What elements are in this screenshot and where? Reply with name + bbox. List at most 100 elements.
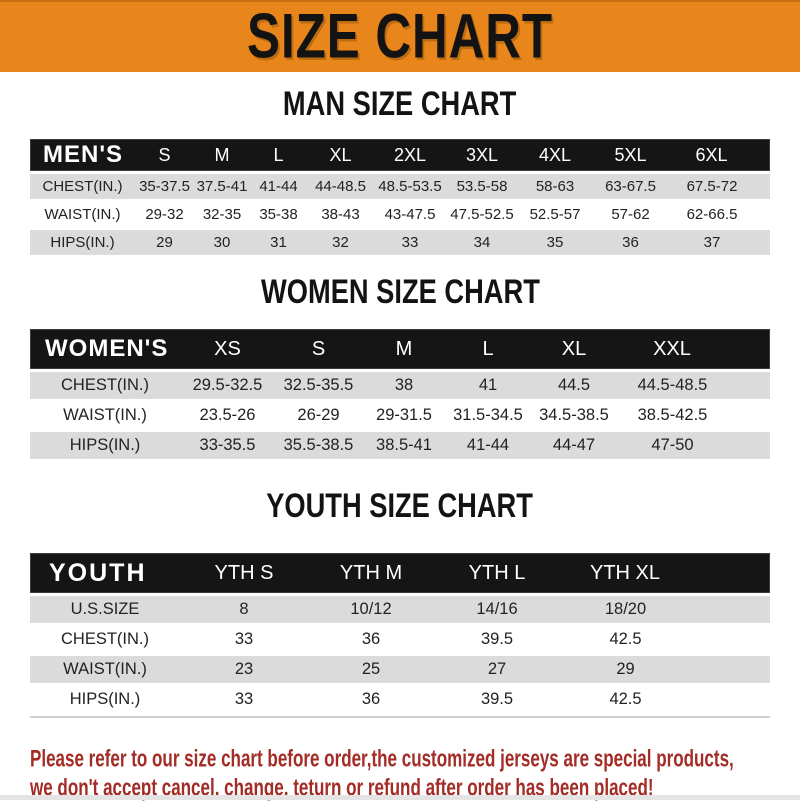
size-value: 47.5-52.5	[446, 202, 518, 227]
measurement-row: HIPS(IN.) 29 30 31 32 33 34 35 36 37	[30, 230, 770, 255]
size-column-header: 5XL	[592, 139, 669, 171]
size-value: 33	[180, 626, 308, 653]
size-value: 41	[446, 372, 530, 399]
size-value: 14/16	[434, 596, 560, 623]
footer-disclaimer-line1: Please refer to our size chart before or…	[30, 744, 734, 772]
row-label: WAIST(IN.)	[30, 402, 180, 429]
size-value: 42.5	[560, 626, 770, 653]
measurement-row: WAIST(IN.) 29-32 32-35 35-38 38-43 43-47.5 47.…	[30, 202, 770, 227]
size-column-header: M	[194, 139, 250, 171]
women-section-title: WOMEN SIZE CHART	[260, 271, 540, 312]
size-value: 37.5-41	[194, 174, 250, 199]
header-row: MEN'S S M L XL 2XL 3XL 4XL 5XL 6XL	[30, 139, 770, 171]
men-table-header: MEN'S S M L XL 2XL 3XL 4XL 5XL 6XL	[30, 139, 770, 171]
row-label: HIPS(IN.)	[30, 686, 180, 713]
size-value: 10/12	[308, 596, 434, 623]
size-value: 63-67.5	[592, 174, 669, 199]
size-column-header: 2XL	[374, 139, 446, 171]
size-column-header: L	[250, 139, 307, 171]
size-value: 31	[250, 230, 307, 255]
women-section-heading: WOMEN SIZE CHART	[0, 258, 800, 326]
size-value: 35-37.5	[135, 174, 194, 199]
size-value: 34	[446, 230, 518, 255]
size-value: 35-38	[250, 202, 307, 227]
size-value: 18/20	[560, 596, 770, 623]
measurement-row: CHEST(IN.) 35-37.5 37.5-41 41-44 44-48.5 48.5…	[30, 174, 770, 199]
youth-section-title: YOUTH SIZE CHART	[266, 485, 534, 526]
size-value: 29	[560, 656, 770, 683]
size-value: 23	[180, 656, 308, 683]
size-column-header: 6XL	[669, 139, 770, 171]
row-label: CHEST(IN.)	[30, 372, 180, 399]
size-value: 57-62	[592, 202, 669, 227]
measurement-row: WAIST(IN.) 23 25 27 29	[30, 656, 770, 683]
size-value: 35	[518, 230, 592, 255]
size-column-header: YTH M	[308, 553, 434, 593]
size-value: 29-31.5	[362, 402, 446, 429]
size-value: 48.5-53.5	[374, 174, 446, 199]
size-column-header: S	[275, 329, 362, 369]
header-row: YOUTH YTH S YTH M YTH L YTH XL	[30, 553, 770, 593]
size-value: 44.5	[530, 372, 618, 399]
size-value: 62-66.5	[669, 202, 770, 227]
size-value: 33	[180, 686, 308, 713]
measurement-row: CHEST(IN.) 33 36 39.5 42.5	[30, 626, 770, 653]
size-value: 67.5-72	[669, 174, 770, 199]
size-value: 44.5-48.5	[618, 372, 770, 399]
size-column-header: YTH L	[434, 553, 560, 593]
measurement-row: U.S.SIZE 8 10/12 14/16 18/20	[30, 596, 770, 623]
size-value: 39.5	[434, 626, 560, 653]
row-label: WAIST(IN.)	[30, 656, 180, 683]
size-value: 23.5-26	[180, 402, 275, 429]
size-value: 26-29	[275, 402, 362, 429]
size-value: 47-50	[618, 432, 770, 459]
size-column-header: XL	[530, 329, 618, 369]
size-column-header: YTH XL	[560, 553, 770, 593]
size-value: 38	[362, 372, 446, 399]
size-value: 53.5-58	[446, 174, 518, 199]
size-value: 38.5-41	[362, 432, 446, 459]
size-value: 32.5-35.5	[275, 372, 362, 399]
size-value: 25	[308, 656, 434, 683]
size-column-header: M	[362, 329, 446, 369]
row-label: WAIST(IN.)	[30, 202, 135, 227]
measurement-row: CHEST(IN.) 29.5-32.5 32.5-35.5 38 41 44.5 44.5…	[30, 372, 770, 399]
women-size-table: WOMEN'S XS S M L XL XXL CHEST(IN.) 29.5-32.5 32.…	[30, 326, 770, 462]
size-value: 36	[308, 626, 434, 653]
size-value: 38-43	[307, 202, 374, 227]
size-value: 35.5-38.5	[275, 432, 362, 459]
size-value: 33-35.5	[180, 432, 275, 459]
youth-size-table: YOUTH YTH S YTH M YTH L YTH XL U.S.SIZE 8 10/1…	[30, 550, 770, 718]
size-value: 29-32	[135, 202, 194, 227]
size-column-header: YTH S	[180, 553, 308, 593]
size-value: 8	[180, 596, 308, 623]
size-column-header: 4XL	[518, 139, 592, 171]
size-value: 32	[307, 230, 374, 255]
size-value: 37	[669, 230, 770, 255]
youth-table-header: YOUTH YTH S YTH M YTH L YTH XL	[30, 553, 770, 593]
youth-table-body: U.S.SIZE 8 10/12 14/16 18/20 CHEST(IN.) 33 36 39…	[30, 596, 770, 713]
size-value: 38.5-42.5	[618, 402, 770, 429]
row-label: CHEST(IN.)	[30, 174, 135, 199]
size-value: 41-44	[446, 432, 530, 459]
size-value: 44-47	[530, 432, 618, 459]
size-column-header: L	[446, 329, 530, 369]
table-title-cell: WOMEN'S	[30, 329, 180, 369]
size-value: 36	[592, 230, 669, 255]
size-column-header: XXL	[618, 329, 770, 369]
size-value: 33	[374, 230, 446, 255]
size-value: 31.5-34.5	[446, 402, 530, 429]
size-value: 39.5	[434, 686, 560, 713]
footer-disclaimer: Please refer to our size chart before or…	[0, 744, 800, 802]
size-column-header: XS	[180, 329, 275, 369]
size-column-header: XL	[307, 139, 374, 171]
measurement-row: HIPS(IN.) 33-35.5 35.5-38.5 38.5-41 41-44 44-…	[30, 432, 770, 459]
women-table-body: CHEST(IN.) 29.5-32.5 32.5-35.5 38 41 44.5 44.5…	[30, 372, 770, 459]
table-title-cell: YOUTH	[30, 553, 180, 593]
row-label: HIPS(IN.)	[30, 230, 135, 255]
row-label: U.S.SIZE	[30, 596, 180, 623]
size-value: 29	[135, 230, 194, 255]
header-row: WOMEN'S XS S M L XL XXL	[30, 329, 770, 369]
size-value: 32-35	[194, 202, 250, 227]
men-size-table: MEN'S S M L XL 2XL 3XL 4XL 5XL 6XL CHEST(IN.) 35-3…	[30, 136, 770, 258]
